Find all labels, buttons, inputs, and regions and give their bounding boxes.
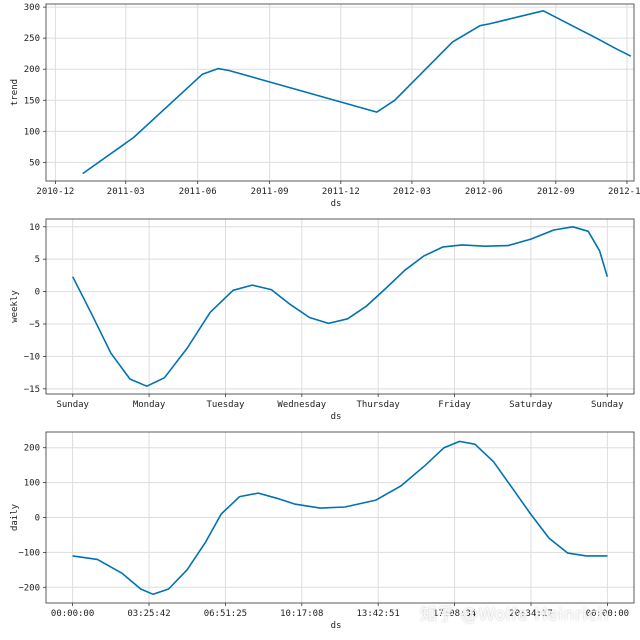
y-tick-label: 300 [24, 3, 40, 13]
weekly-panel: Sunday Monday Tuesday Wednesday Thursday Frid… [10, 218, 635, 422]
x-tick-label: 20:34:17 [509, 609, 552, 619]
axes-frame [45, 3, 635, 182]
x-tick-label: 03:25:42 [127, 609, 170, 619]
daily-line [72, 440, 608, 596]
trend-line [82, 10, 632, 175]
y-tick-label: 200 [24, 65, 40, 75]
y-tick-label: 100 [24, 479, 40, 489]
y-tick-label: −15 [24, 385, 40, 395]
x-tick-label: 2012-12 [608, 187, 640, 197]
y-tick-label: 100 [24, 127, 40, 137]
x-tick-label: 2012-03 [393, 187, 431, 197]
x-tick-label: Monday [133, 400, 166, 410]
x-tick-label: Wednesday [277, 400, 326, 410]
y-axis-label: daily [10, 503, 20, 531]
x-tick-label: 06:51:25 [204, 609, 247, 619]
x-tick-label: 2012-06 [465, 187, 503, 197]
x-tick-label: Sunday [591, 400, 624, 410]
x-tick-label: 17:08:34 [433, 609, 476, 619]
y-tick-label: 50 [29, 158, 40, 168]
y-tick-label: −100 [18, 548, 40, 558]
x-tick-label: Thursday [357, 400, 401, 410]
axes-frame [45, 218, 635, 395]
x-tick-label: 13:42:51 [357, 609, 400, 619]
x-tick-label: 00:00:00 [586, 609, 629, 619]
x-tick-label: Sunday [56, 400, 89, 410]
y-tick-label: 150 [24, 96, 40, 106]
x-tick-label: 2011-12 [322, 187, 360, 197]
y-tick-label: 5 [35, 255, 40, 265]
y-tick-label: −10 [24, 352, 40, 362]
y-tick-label: 0 [35, 288, 40, 298]
x-tick-label: Tuesday [206, 400, 245, 410]
x-tick-label: 10:17:08 [280, 609, 323, 619]
weekly-line [71, 226, 609, 387]
x-tick-label: 2012-09 [537, 187, 575, 197]
watermark-text: 知乎 @Wolfe Heinrich [420, 605, 609, 625]
y-tick-label: 250 [24, 34, 40, 44]
x-tick-label: 2010-12 [36, 187, 74, 197]
y-tick-label: 200 [24, 444, 40, 454]
y-tick-label: −200 [18, 583, 40, 593]
y-tick-label: 0 [35, 514, 40, 524]
x-axis-label: ds [331, 412, 342, 422]
x-tick-label: Friday [438, 400, 471, 410]
x-tick-label: 00:00:00 [51, 609, 94, 619]
y-tick-label: −5 [29, 320, 40, 330]
y-axis-label: weekly [10, 290, 20, 323]
daily-panel: 00:00:00 03:25:42 06:51:25 10:17:08 13:42:51… [10, 431, 635, 631]
trend-panel: 2010-12 2011-03 2011-06 2011-09 2011-12 2012-… [10, 3, 640, 209]
x-tick-label: 2011-09 [251, 187, 289, 197]
x-axis-label: ds [331, 199, 342, 209]
y-axis-label: trend [10, 79, 20, 106]
x-tick-label: Saturday [509, 400, 553, 410]
y-tick-label: 10 [29, 223, 40, 233]
x-tick-label: 2011-03 [107, 187, 145, 197]
x-tick-label: 2011-06 [179, 187, 217, 197]
x-axis-label: ds [331, 621, 342, 631]
